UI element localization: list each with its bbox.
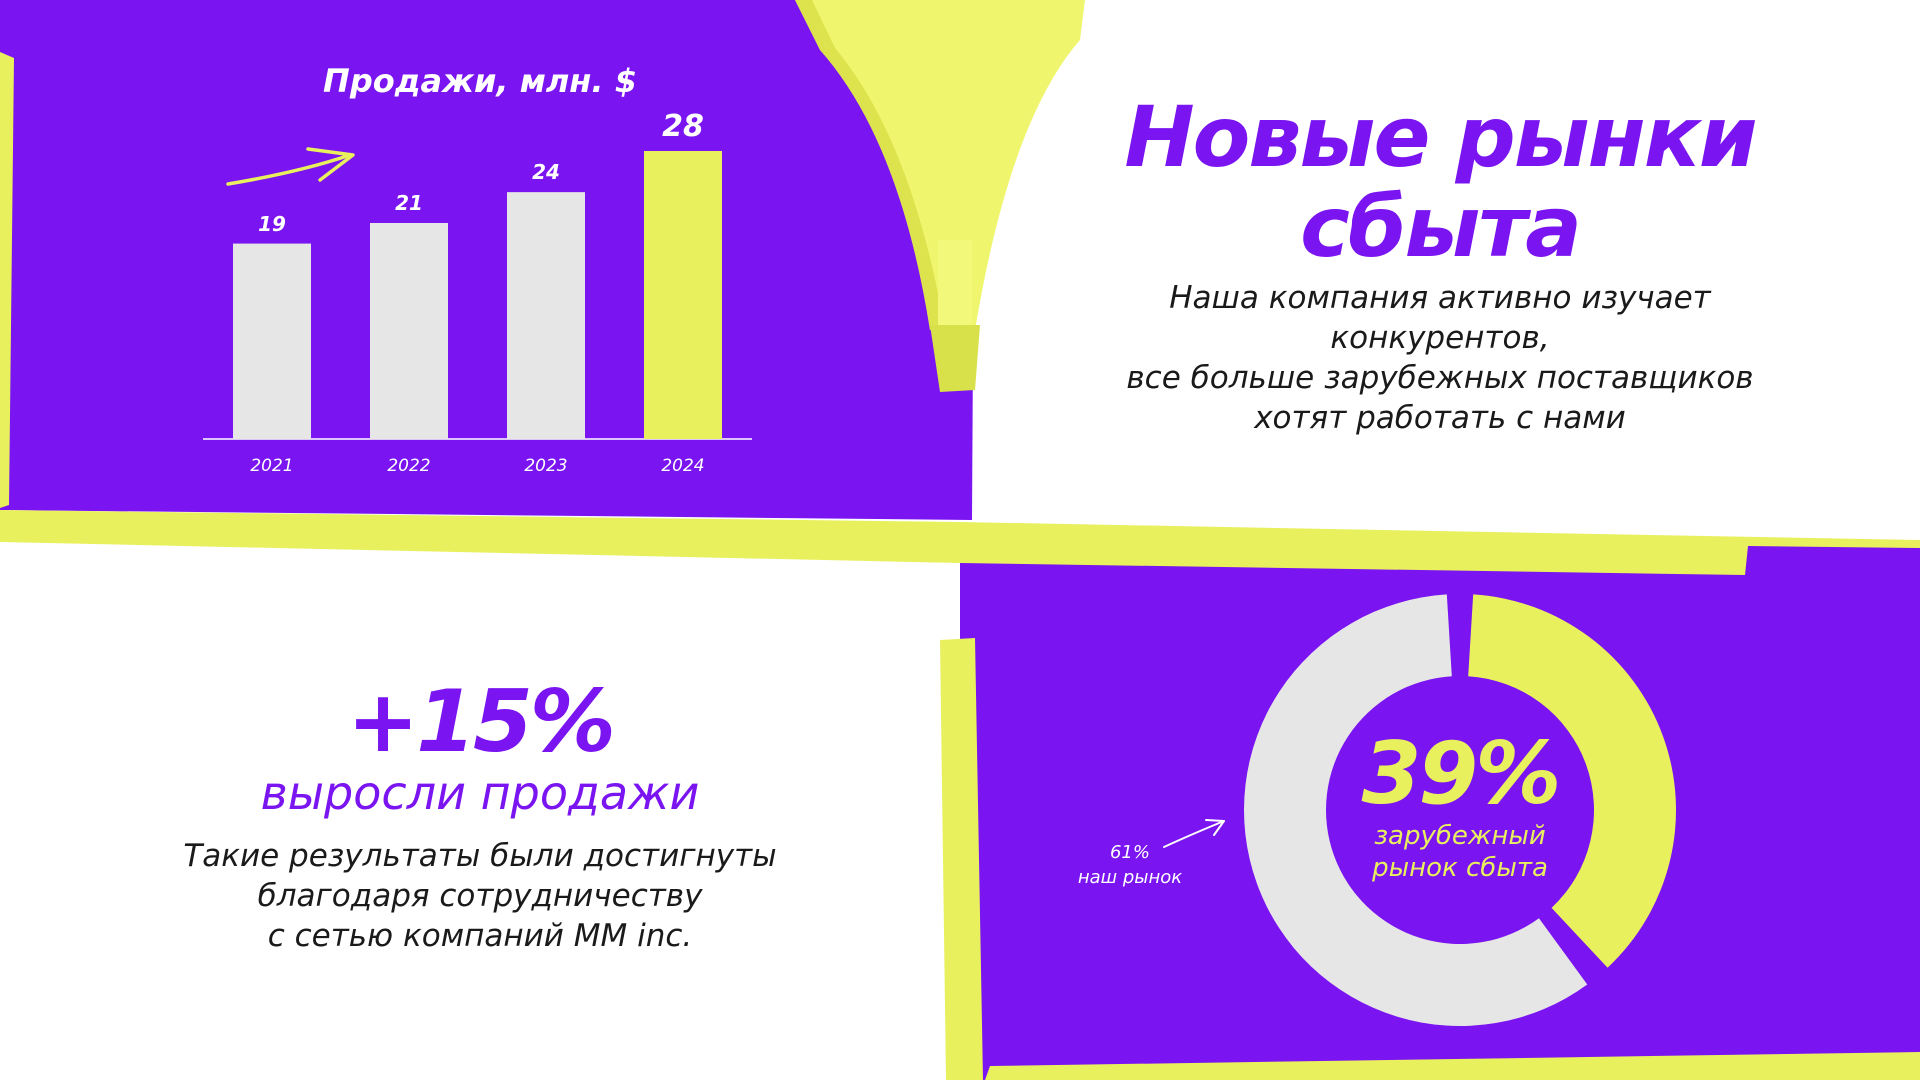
donut-side-text: наш рынок [1077,867,1183,888]
bar-value-label: 21 [395,191,423,215]
growth-text-line: благодаря сотрудничеству [257,878,703,914]
donut-slice-foreign-market [1468,594,1677,968]
growth-label: выросли продажи [260,766,700,820]
highlighter-marker-illustration [795,0,1085,392]
trend-arrow-icon [226,147,355,186]
intro-line: все больше зарубежных поставщиков [1126,360,1754,396]
bottom-yellow-edge [985,1052,1920,1080]
chart-title: Продажи, млн. $ [323,62,637,100]
pointer-arrow-icon [1163,819,1225,848]
bar-2021 [233,243,311,439]
growth-value: +15% [347,672,616,772]
donut-main-label-line: рынок сбыта [1372,853,1548,883]
donut-main-value: 39% [1361,724,1562,824]
bar-value-label: 24 [532,160,560,185]
x-tick-label: 2023 [524,456,568,476]
growth-text-line: Такие результаты были достигнуты [183,838,777,874]
bottom-yellow-strip [940,638,983,1080]
x-tick-label: 2022 [387,456,431,476]
bar-value-label: 19 [258,211,286,236]
donut-plot [1244,594,1677,1026]
growth-text-line: с сетью компаний ММ inc. [267,918,693,954]
middle-yellow-band [0,510,1920,575]
bottom-purple-panel [960,540,1920,1080]
donut-side-value: 61% [1109,842,1150,863]
intro-text: Наша компания активно изучает конкуренто… [1110,278,1770,438]
donut-main-label-line: зарубежный [1374,821,1546,851]
donut-slice-home-market [1244,594,1588,1026]
bar-2024 [644,151,722,439]
left-yellow-strip [0,52,14,508]
x-tick-label: 2024 [661,456,705,476]
bar-chart-plot [203,147,752,440]
bar-value-label: 28 [662,109,704,144]
donut-main-label: зарубежный рынок сбыта [1330,820,1590,884]
x-tick-label: 2021 [250,456,294,476]
intro-line: конкурентов, [1330,320,1550,356]
bar-2023 [507,192,585,439]
growth-description: Такие результаты были достигнуты благода… [170,836,790,956]
page-title: Новые рынки сбыта [1124,88,1757,276]
donut-side-label: 61% наш рынок [1050,840,1210,890]
intro-line: хотят работать с нами [1254,400,1626,436]
bar-2022 [370,223,448,439]
intro-line: Наша компания активно изучает [1169,280,1711,316]
